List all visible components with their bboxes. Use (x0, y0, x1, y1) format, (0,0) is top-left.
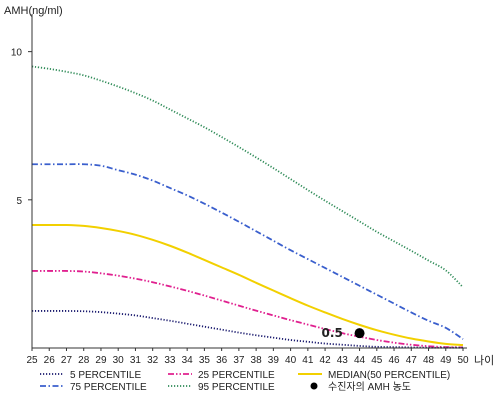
series-line-95-percentile (31, 65, 464, 288)
patient-amh-point (354, 328, 365, 339)
x-tick-label: 40 (285, 355, 297, 366)
x-tick-label: 32 (147, 355, 159, 366)
x-tick-label: 37 (233, 355, 245, 366)
y-tick-label: 10 (11, 48, 23, 59)
legend: 5 PERCENTILE 25 PERCENTILE MEDIAN(50 PERCE… (40, 370, 450, 393)
legend-label: 95 PERCENTILE (198, 382, 275, 393)
legend-item-median-50-percentile: MEDIAN(50 PERCENTILE) (298, 370, 450, 381)
x-tick-label: 41 (302, 355, 314, 366)
legend-item-95-percentile: 95 PERCENTILE (168, 382, 275, 393)
x-tick-label: 49 (440, 355, 452, 366)
legend-label: MEDIAN(50 PERCENTILE) (328, 370, 450, 381)
y-tick-label: 5 (16, 196, 22, 207)
x-tick-label: 38 (251, 355, 263, 366)
legend-label: 수진자의 AMH 농도 (328, 381, 411, 393)
x-tick-label: 27 (61, 355, 73, 366)
axes: 5 10 25 26 27 28 29 30 31 32 33 34 35 36 37 38 39 40 41 42 4… (4, 5, 494, 367)
legend-item-75-percentile: 75 PERCENTILE (40, 382, 147, 393)
series-line-75-percentile (32, 163, 464, 340)
x-tick-label: 31 (130, 355, 142, 366)
plot-area: 0.5 (31, 65, 464, 349)
x-tick-label: 35 (199, 355, 211, 366)
legend-item-5-percentile: 5 PERCENTILE (40, 370, 141, 381)
x-tick-label: 50 (457, 355, 469, 366)
legend-label: 5 PERCENTILE (70, 370, 141, 381)
x-tick-label: 29 (95, 355, 107, 366)
x-tick-label: 44 (354, 355, 366, 366)
x-tick-label: 42 (320, 355, 332, 366)
x-tick-label: 30 (113, 355, 125, 366)
x-tick-label: 26 (44, 355, 56, 366)
x-tick-label: 39 (268, 355, 280, 366)
legend-label: 25 PERCENTILE (198, 370, 275, 381)
x-tick-label: 34 (182, 355, 194, 366)
series-line-5-percentile (32, 310, 464, 349)
x-tick-label: 25 (26, 355, 38, 366)
y-axis-title: AMH(ng/ml) (4, 5, 63, 17)
legend-item-amh: 수진자의 AMH 농도 (310, 381, 411, 393)
x-tick-label: 43 (337, 355, 349, 366)
series-line-median-50-percentile (32, 223, 464, 347)
x-tick-label: 45 (371, 355, 383, 366)
legend-item-25-percentile: 25 PERCENTILE (168, 370, 275, 381)
x-tick-label: 36 (216, 355, 228, 366)
x-axis-title: 나이 (474, 354, 494, 367)
patient-amh-value-label: 0.5 (322, 326, 343, 340)
x-tick-label: 47 (406, 355, 418, 366)
x-tick-label: 46 (388, 355, 400, 366)
series-line-25-percentile (31, 270, 464, 349)
x-tick-label: 28 (78, 355, 90, 366)
legend-label: 75 PERCENTILE (70, 382, 147, 393)
x-tick-label: 33 (164, 355, 176, 366)
x-tick-label: 48 (423, 355, 435, 366)
legend-marker (310, 382, 318, 390)
